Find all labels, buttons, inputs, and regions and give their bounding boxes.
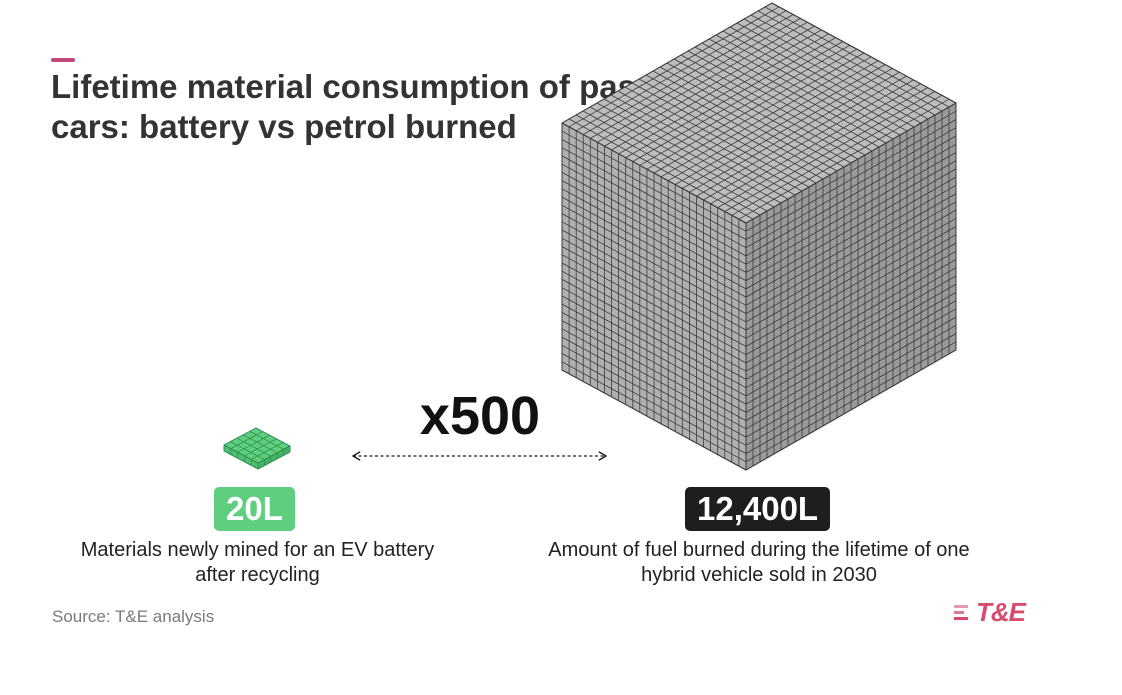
- ev-top-face: [223, 427, 291, 464]
- te-logo: T&E: [952, 597, 1034, 627]
- ev-value-badge: 20L: [214, 487, 295, 531]
- ratio-label: x500: [419, 386, 541, 446]
- ev-right-grid: [257, 445, 291, 470]
- ev-description: Materials newly mined for an EV battery …: [80, 539, 435, 586]
- logo-lines-icon: [954, 605, 968, 620]
- petrol-value-badge: 12,400L: [685, 487, 831, 531]
- petrol-top-grid: [561, 2, 957, 224]
- ev-volume-block: [223, 427, 291, 470]
- source-note: Source: T&E analysis: [52, 607, 215, 626]
- title-accent-bar: [51, 58, 75, 62]
- logo-text: T&E: [976, 597, 1026, 627]
- petrol-right-grid: [745, 102, 957, 471]
- petrol-description: Amount of fuel burned during the lifetim…: [548, 539, 970, 586]
- petrol-volume-block: [561, 2, 957, 471]
